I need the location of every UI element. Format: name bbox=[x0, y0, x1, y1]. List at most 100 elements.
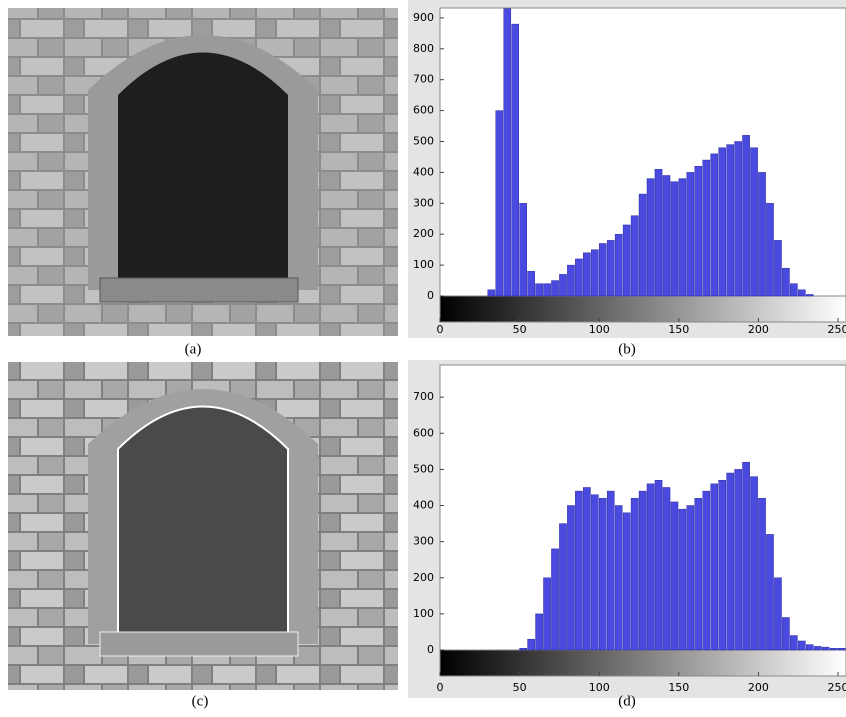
y-tick-label: 600 bbox=[413, 426, 434, 439]
y-tick-label: 300 bbox=[413, 535, 434, 548]
gray-scale-bar bbox=[439, 649, 846, 677]
bar bbox=[726, 144, 734, 297]
bar bbox=[551, 548, 559, 651]
bar bbox=[567, 264, 575, 297]
y-tick-label: 500 bbox=[413, 134, 434, 147]
bar bbox=[813, 646, 822, 651]
caption: (b) bbox=[618, 341, 636, 357]
bar bbox=[630, 215, 639, 297]
bar bbox=[543, 283, 551, 297]
y-tick-label: 100 bbox=[413, 607, 434, 620]
bar bbox=[599, 498, 607, 651]
bar bbox=[742, 461, 750, 651]
bar bbox=[742, 135, 750, 297]
bar bbox=[503, 8, 512, 297]
y-tick-label: 700 bbox=[413, 73, 434, 86]
bar bbox=[638, 490, 647, 651]
y-tick-label: 200 bbox=[413, 227, 434, 240]
bar bbox=[734, 141, 742, 297]
x-tick-label: 50 bbox=[513, 323, 527, 336]
y-tick-label: 700 bbox=[413, 390, 434, 403]
bar bbox=[766, 534, 774, 651]
photo-original bbox=[8, 8, 398, 336]
bar bbox=[758, 498, 766, 651]
x-tick-label: 200 bbox=[748, 323, 769, 336]
bar bbox=[614, 505, 623, 651]
bar bbox=[591, 249, 599, 297]
caption: (a) bbox=[185, 341, 202, 357]
bar bbox=[774, 577, 782, 651]
bar bbox=[694, 498, 703, 651]
bar bbox=[567, 505, 575, 651]
bar bbox=[782, 267, 790, 297]
y-tick-label: 600 bbox=[413, 104, 434, 117]
bar bbox=[790, 283, 798, 297]
bar bbox=[559, 274, 567, 297]
bar bbox=[790, 635, 798, 651]
y-tick-label: 300 bbox=[413, 196, 434, 209]
bar bbox=[702, 490, 711, 651]
bar bbox=[575, 490, 583, 651]
bar bbox=[750, 147, 758, 297]
bar bbox=[638, 193, 647, 297]
bar bbox=[662, 175, 671, 297]
y-tick-label: 400 bbox=[413, 499, 434, 512]
bar bbox=[559, 523, 567, 651]
x-tick-label: 0 bbox=[437, 681, 444, 694]
bar bbox=[678, 178, 687, 297]
bar bbox=[646, 178, 655, 297]
bar bbox=[606, 240, 615, 297]
caption: (d) bbox=[618, 693, 636, 709]
gray-scale-bar bbox=[439, 295, 846, 323]
bar bbox=[710, 483, 719, 651]
bar bbox=[606, 490, 615, 651]
y-tick-label: 500 bbox=[413, 462, 434, 475]
bar bbox=[766, 203, 774, 297]
bar bbox=[614, 233, 623, 297]
x-tick-label: 250 bbox=[828, 323, 846, 336]
bar bbox=[702, 159, 711, 297]
bar bbox=[535, 283, 543, 297]
bar bbox=[519, 203, 527, 297]
bar bbox=[551, 280, 559, 297]
bar bbox=[495, 110, 504, 297]
photo-equalized bbox=[8, 362, 398, 690]
bar bbox=[758, 172, 766, 297]
bar bbox=[798, 640, 806, 651]
bar bbox=[535, 613, 543, 651]
bar bbox=[678, 508, 687, 651]
x-tick-label: 250 bbox=[828, 681, 846, 694]
y-tick-label: 100 bbox=[413, 258, 434, 271]
bar bbox=[686, 505, 695, 651]
bar bbox=[750, 476, 758, 651]
bar bbox=[798, 289, 806, 297]
bar bbox=[575, 258, 583, 297]
bar bbox=[630, 498, 639, 651]
bar bbox=[686, 172, 695, 297]
bar bbox=[591, 494, 599, 651]
bar bbox=[527, 271, 535, 297]
y-tick-label: 400 bbox=[413, 165, 434, 178]
x-tick-label: 100 bbox=[589, 323, 610, 336]
bar bbox=[670, 501, 679, 651]
y-tick-label: 900 bbox=[413, 11, 434, 24]
x-tick-label: 100 bbox=[589, 681, 610, 694]
bar bbox=[599, 243, 607, 297]
bar bbox=[694, 166, 703, 297]
bar bbox=[527, 638, 535, 651]
bar bbox=[543, 577, 551, 651]
y-tick-label: 0 bbox=[427, 643, 434, 656]
x-tick-label: 50 bbox=[513, 681, 527, 694]
bar bbox=[583, 487, 591, 651]
bar bbox=[734, 469, 742, 651]
bar bbox=[622, 224, 631, 297]
bar bbox=[805, 644, 814, 651]
bar bbox=[710, 153, 719, 297]
bar bbox=[487, 289, 496, 297]
bar bbox=[718, 480, 726, 651]
bar bbox=[583, 252, 591, 297]
bar bbox=[511, 23, 520, 297]
y-tick-label: 0 bbox=[427, 289, 434, 302]
bar bbox=[519, 647, 527, 651]
